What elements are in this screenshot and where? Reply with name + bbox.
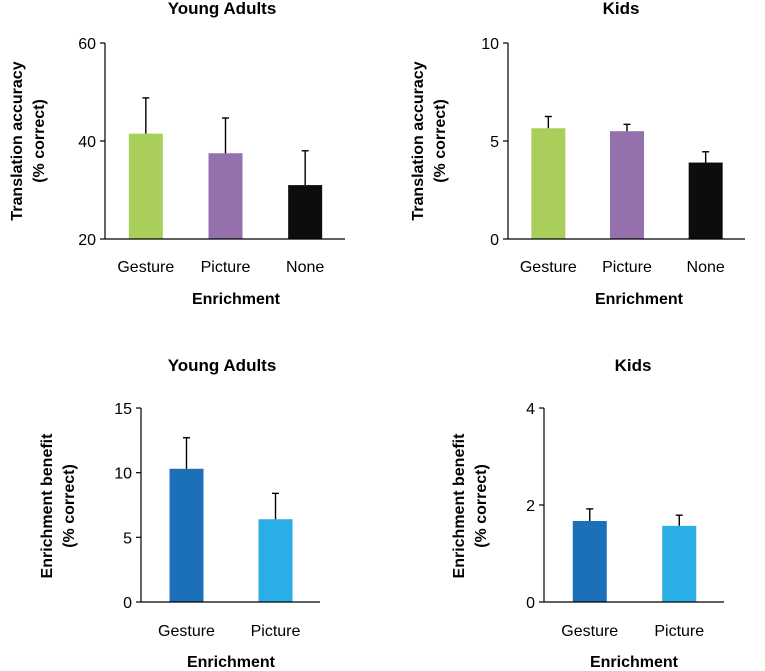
- x-axis-label: Enrichment: [187, 654, 276, 671]
- x-category-label: Picture: [654, 623, 704, 640]
- y-tick-label: 0: [123, 595, 132, 612]
- bar-gesture: [531, 128, 566, 239]
- x-category-label: Picture: [251, 623, 301, 640]
- y-axis-label-line2: (% correct): [473, 464, 490, 548]
- x-axis-label: Enrichment: [192, 291, 281, 308]
- y-axis-label-line2: (% correct): [432, 99, 449, 183]
- y-axis-label: Translation accuracy (% correct): [410, 61, 449, 220]
- plot-area: 0 5 10 15 Gesture Picture: [114, 401, 320, 640]
- x-category-label: Gesture: [158, 623, 215, 640]
- y-tick-label: 5: [123, 530, 132, 547]
- x-category-label: Gesture: [561, 623, 618, 640]
- y-tick-label: 60: [78, 36, 96, 53]
- chart-title: Kids: [615, 356, 652, 375]
- y-axis-label: Enrichment benefit (% correct): [39, 433, 78, 579]
- x-axis-label: Enrichment: [590, 654, 679, 671]
- plot-area: 20 40 60 Gesture Picture None: [78, 36, 345, 276]
- bar-picture: [610, 131, 644, 239]
- panel-young-adults-accuracy: Young Adults Translation accuracy (% cor…: [9, 0, 345, 308]
- x-category-label: Gesture: [520, 259, 577, 276]
- y-axis-label-line1: Translation accuracy: [9, 61, 26, 220]
- y-axis-label-line2: (% correct): [61, 464, 78, 548]
- panel-young-adults-benefit: Young Adults Enrichment benefit (% corre…: [39, 356, 320, 671]
- x-axis-label: Enrichment: [595, 291, 684, 308]
- plot-area: 0 5 10 Gesture Picture None: [481, 36, 745, 276]
- y-tick-label: 4: [526, 401, 535, 418]
- y-axis-label-line2: (% correct): [31, 99, 48, 183]
- chart-title: Kids: [603, 0, 640, 18]
- bar-gesture: [572, 521, 607, 602]
- x-category-label: None: [687, 259, 725, 276]
- y-axis-label: Enrichment benefit (% correct): [451, 433, 490, 579]
- y-tick-label: 5: [490, 134, 499, 151]
- y-tick-label: 10: [114, 466, 132, 483]
- x-category-label: Picture: [201, 259, 251, 276]
- y-tick-label: 10: [481, 36, 499, 53]
- y-tick-label: 0: [490, 232, 499, 249]
- plot-area: 0 2 4 Gesture Picture: [526, 401, 724, 640]
- x-category-label: None: [286, 259, 324, 276]
- bar-picture: [258, 519, 293, 602]
- y-tick-label: 0: [526, 595, 535, 612]
- y-tick-label: 2: [526, 498, 535, 515]
- bar-picture: [662, 525, 697, 602]
- bar-none: [288, 185, 323, 239]
- bar-gesture: [128, 133, 163, 239]
- bar-none: [688, 162, 723, 239]
- y-axis-label-line1: Translation accuracy: [410, 61, 427, 220]
- panel-kids-benefit: Kids Enrichment benefit (% correct) Enri…: [451, 356, 724, 671]
- bar-gesture: [169, 468, 204, 602]
- panel-kids-accuracy: Kids Translation accuracy (% correct) En…: [410, 0, 745, 308]
- chart-title: Young Adults: [168, 356, 277, 375]
- y-tick-label: 40: [78, 134, 96, 151]
- x-category-label: Gesture: [117, 259, 174, 276]
- y-axis-label-line1: Enrichment benefit: [451, 433, 468, 579]
- y-tick-label: 15: [114, 401, 132, 418]
- bar-picture: [208, 153, 243, 239]
- y-tick-label: 20: [78, 232, 96, 249]
- y-axis-label: Translation accuracy (% correct): [9, 61, 48, 220]
- chart-title: Young Adults: [168, 0, 277, 18]
- y-axis-label-line1: Enrichment benefit: [39, 433, 56, 579]
- x-category-label: Picture: [602, 259, 652, 276]
